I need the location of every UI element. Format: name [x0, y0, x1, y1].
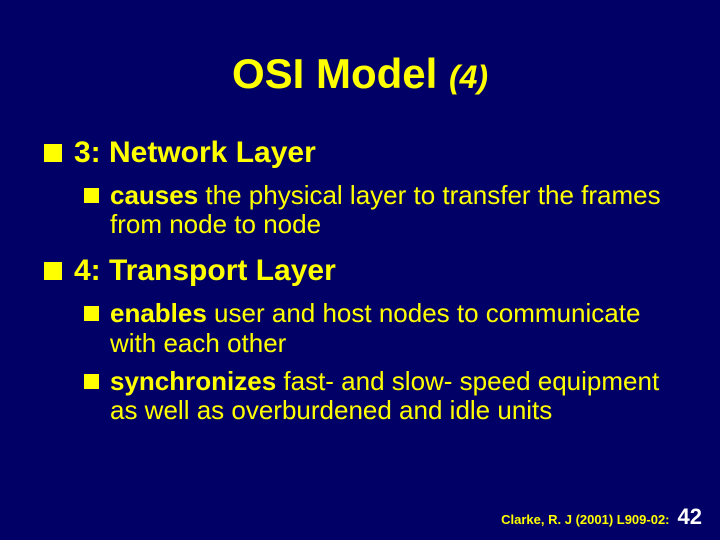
- list-item: 4: Transport Layer: [44, 254, 690, 289]
- square-bullet-icon: [84, 374, 99, 389]
- level2-text: synchronizes fast- and slow- speed equip…: [110, 367, 690, 427]
- level1-heading: 4: Transport Layer: [74, 254, 690, 289]
- slide-number: 42: [678, 504, 702, 530]
- title-main: OSI Model: [232, 50, 449, 97]
- section-transport-layer: 4: Transport Layer enables user and host…: [30, 254, 690, 426]
- square-bullet-icon: [84, 306, 99, 321]
- title-suffix: (4): [449, 59, 488, 95]
- lead-word: enables: [110, 298, 207, 328]
- list-item: causes the physical layer to transfer th…: [84, 181, 690, 241]
- lead-word: synchronizes: [110, 366, 276, 396]
- list-item: 3: Network Layer: [44, 136, 690, 171]
- slide-title: OSI Model (4): [30, 50, 690, 98]
- section-network-layer: 3: Network Layer causes the physical lay…: [30, 136, 690, 240]
- square-bullet-icon: [84, 188, 99, 203]
- square-bullet-icon: [44, 144, 62, 162]
- square-bullet-icon: [44, 262, 62, 280]
- slide-footer: Clarke, R. J (2001) L909-02: 42: [501, 504, 702, 530]
- footer-citation: Clarke, R. J (2001) L909-02:: [501, 512, 669, 527]
- level2-text: enables user and host nodes to communica…: [110, 299, 690, 359]
- level1-heading: 3: Network Layer: [74, 136, 690, 171]
- slide: OSI Model (4) 3: Network Layer causes th…: [0, 0, 720, 540]
- list-item: synchronizes fast- and slow- speed equip…: [84, 367, 690, 427]
- level2-text: causes the physical layer to transfer th…: [110, 181, 690, 241]
- list-item: enables user and host nodes to communica…: [84, 299, 690, 359]
- lead-word: causes: [110, 180, 198, 210]
